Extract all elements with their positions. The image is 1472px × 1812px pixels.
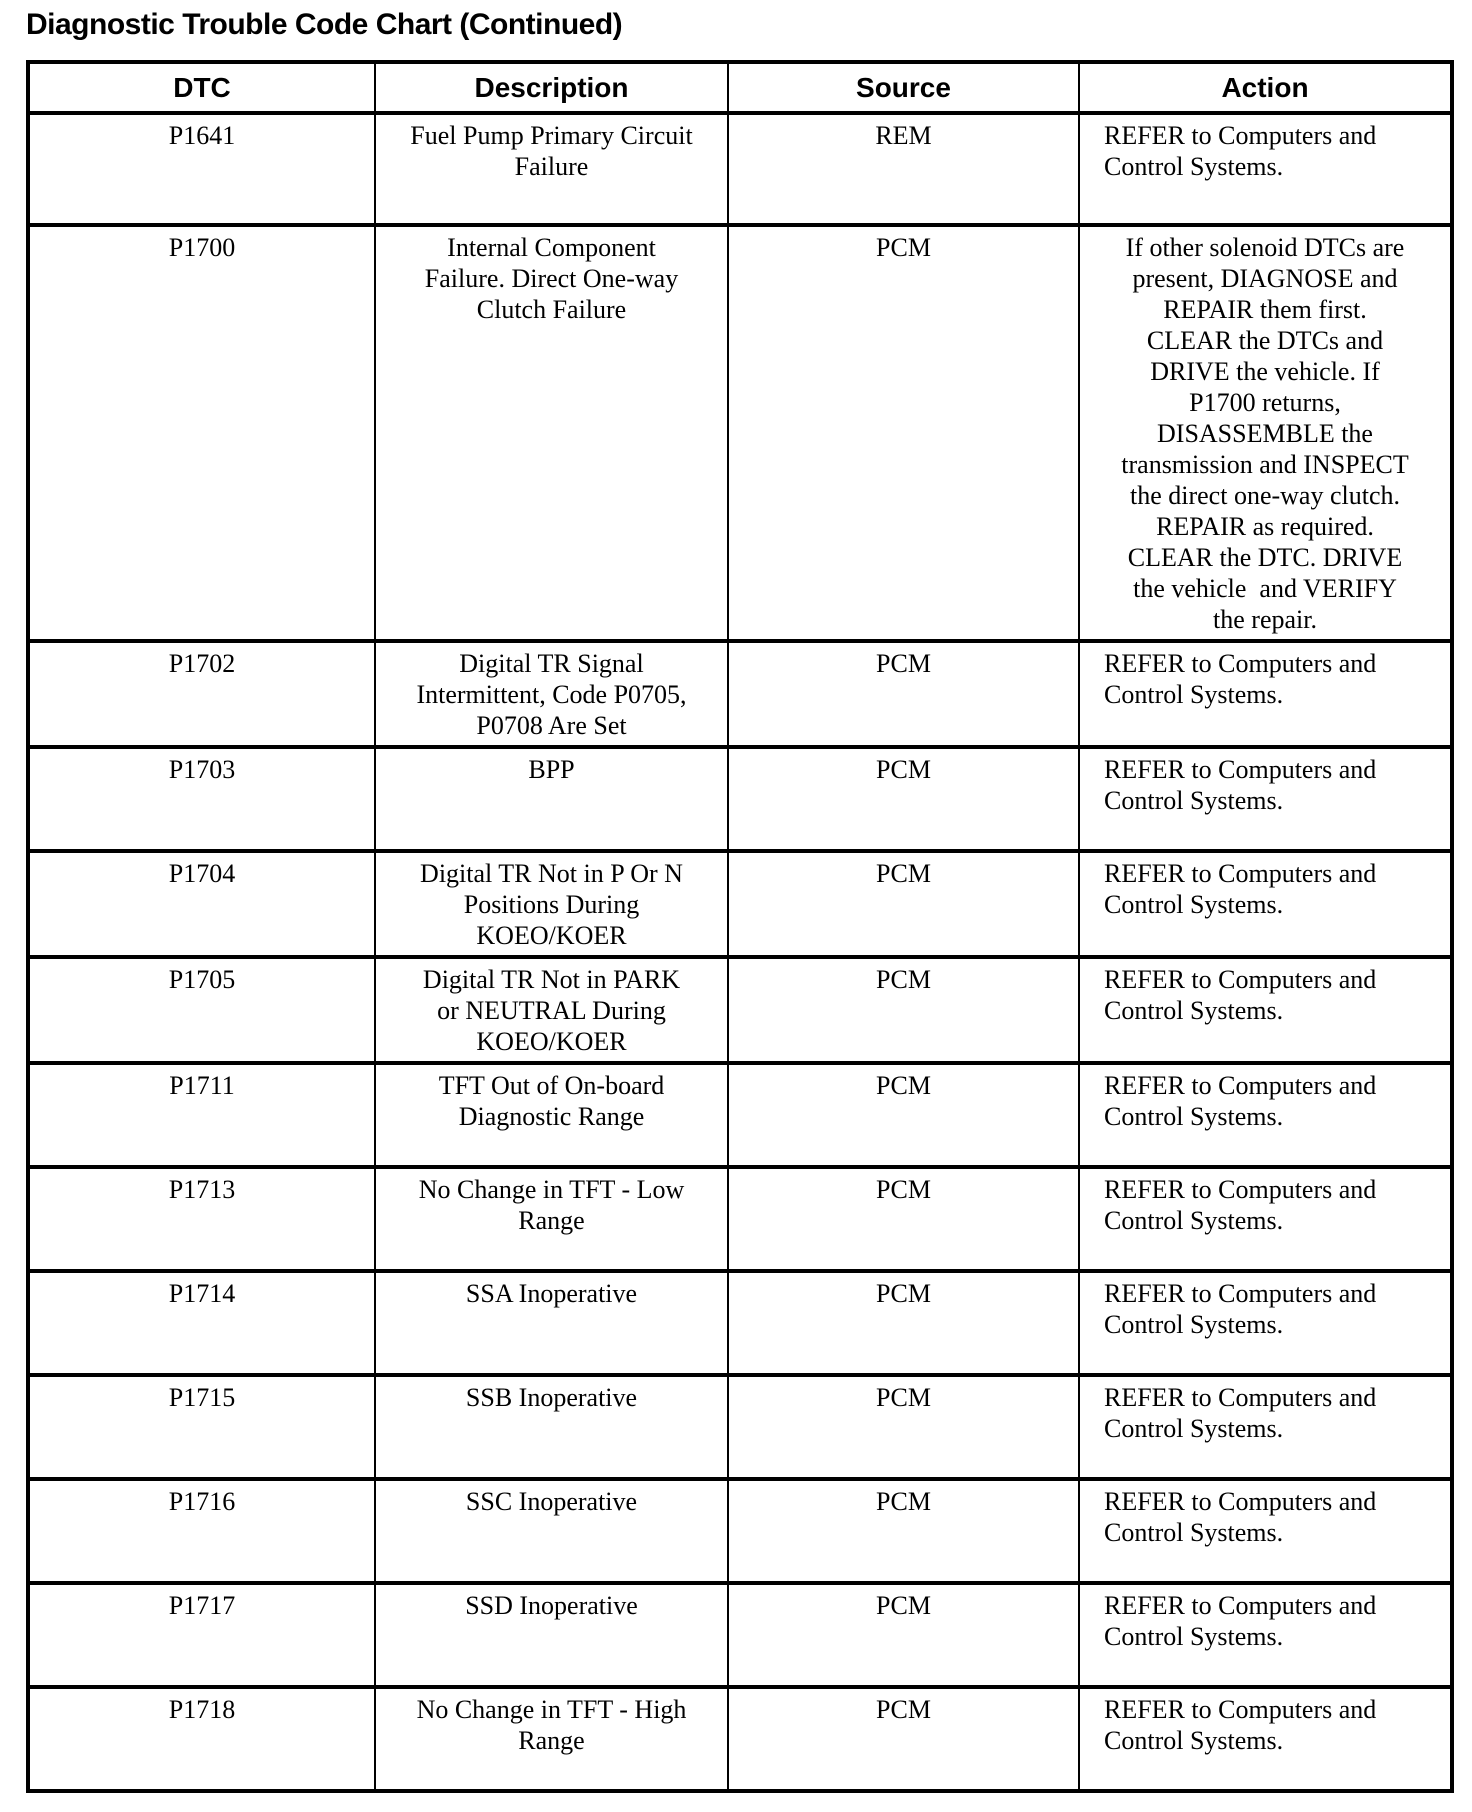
action-cell: REFER to Computers and Control Systems. [1078, 1477, 1453, 1585]
source-cell: PCM [727, 1269, 1080, 1377]
source-cell: PCM [727, 639, 1080, 749]
table-header-row: DTC Description Source Action [27, 60, 1453, 115]
description-cell: SSD Inoperative [374, 1581, 729, 1689]
dtc-cell: P1717 [27, 1581, 376, 1689]
source-cell: PCM [727, 1165, 1080, 1273]
dtc-cell: P1716 [27, 1477, 376, 1585]
description-cell: Digital TR Not in P Or N Positions Durin… [374, 849, 729, 959]
page-title: Diagnostic Trouble Code Chart (Continued… [26, 8, 623, 41]
column-header-dtc: DTC [27, 60, 376, 115]
dtc-cell: P1704 [27, 849, 376, 959]
action-cell: REFER to Computers and Control Systems. [1078, 955, 1453, 1065]
table-row: P1713 No Change in TFT - Low Range PCM R… [27, 1165, 1453, 1273]
action-cell: REFER to Computers and Control Systems. [1078, 745, 1453, 853]
source-cell: PCM [727, 849, 1080, 959]
action-cell: REFER to Computers and Control Systems. [1078, 111, 1453, 227]
action-cell: If other solenoid DTCs are present, DIAG… [1078, 223, 1453, 643]
table-row: P1717 SSD Inoperative PCM REFER to Compu… [27, 1581, 1453, 1689]
dtc-cell: P1702 [27, 639, 376, 749]
table-row: P1641 Fuel Pump Primary Circuit Failure … [27, 111, 1453, 227]
table-row: P1702 Digital TR Signal Intermittent, Co… [27, 639, 1453, 749]
dtc-cell: P1641 [27, 111, 376, 227]
table-row: P1703 BPP PCM REFER to Computers and Con… [27, 745, 1453, 853]
table-row: P1704 Digital TR Not in P Or N Positions… [27, 849, 1453, 959]
description-cell: Internal Component Failure. Direct One-w… [374, 223, 729, 643]
table-row: P1714 SSA Inoperative PCM REFER to Compu… [27, 1269, 1453, 1377]
description-cell: Digital TR Signal Intermittent, Code P07… [374, 639, 729, 749]
dtc-cell: P1715 [27, 1373, 376, 1481]
dtc-cell: P1718 [27, 1685, 376, 1793]
table-row: P1716 SSC Inoperative PCM REFER to Compu… [27, 1477, 1453, 1585]
description-cell: TFT Out of On-board Diagnostic Range [374, 1061, 729, 1169]
description-cell: No Change in TFT - High Range [374, 1685, 729, 1793]
action-cell: REFER to Computers and Control Systems. [1078, 1373, 1453, 1481]
description-cell: Digital TR Not in PARK or NEUTRAL During… [374, 955, 729, 1065]
column-header-action: Action [1078, 60, 1453, 115]
description-cell: BPP [374, 745, 729, 853]
table-row: P1718 No Change in TFT - High Range PCM … [27, 1685, 1453, 1793]
dtc-cell: P1714 [27, 1269, 376, 1377]
action-cell: REFER to Computers and Control Systems. [1078, 849, 1453, 959]
action-cell: REFER to Computers and Control Systems. [1078, 1165, 1453, 1273]
source-cell: PCM [727, 1477, 1080, 1585]
source-cell: PCM [727, 1373, 1080, 1481]
column-header-description: Description [374, 60, 729, 115]
source-cell: PCM [727, 745, 1080, 853]
action-cell: REFER to Computers and Control Systems. [1078, 1685, 1453, 1793]
dtc-cell: P1705 [27, 955, 376, 1065]
action-cell: REFER to Computers and Control Systems. [1078, 1581, 1453, 1689]
dtc-cell: P1700 [27, 223, 376, 643]
action-cell: REFER to Computers and Control Systems. [1078, 1061, 1453, 1169]
description-cell: SSA Inoperative [374, 1269, 729, 1377]
description-cell: SSB Inoperative [374, 1373, 729, 1481]
source-cell: PCM [727, 223, 1080, 643]
column-header-source: Source [727, 60, 1080, 115]
description-cell: No Change in TFT - Low Range [374, 1165, 729, 1273]
source-cell: PCM [727, 1061, 1080, 1169]
source-cell: PCM [727, 1581, 1080, 1689]
dtc-table: DTC Description Source Action P1641 Fuel… [26, 60, 1454, 1793]
action-cell: REFER to Computers and Control Systems. [1078, 639, 1453, 749]
source-cell: REM [727, 111, 1080, 227]
dtc-cell: P1711 [27, 1061, 376, 1169]
dtc-cell: P1713 [27, 1165, 376, 1273]
source-cell: PCM [727, 1685, 1080, 1793]
description-cell: SSC Inoperative [374, 1477, 729, 1585]
table-row: P1715 SSB Inoperative PCM REFER to Compu… [27, 1373, 1453, 1481]
table-row: P1705 Digital TR Not in PARK or NEUTRAL … [27, 955, 1453, 1065]
description-cell: Fuel Pump Primary Circuit Failure [374, 111, 729, 227]
dtc-cell: P1703 [27, 745, 376, 853]
table-row: P1711 TFT Out of On-board Diagnostic Ran… [27, 1061, 1453, 1169]
source-cell: PCM [727, 955, 1080, 1065]
action-cell: REFER to Computers and Control Systems. [1078, 1269, 1453, 1377]
table-row: P1700 Internal Component Failure. Direct… [27, 223, 1453, 643]
